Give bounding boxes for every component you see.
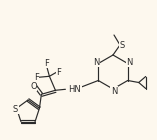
Text: S: S xyxy=(119,40,125,50)
Text: F: F xyxy=(34,73,39,82)
Text: O: O xyxy=(30,82,37,91)
Text: S: S xyxy=(13,105,18,114)
Text: N: N xyxy=(93,58,100,67)
Text: F: F xyxy=(44,59,49,68)
Text: N: N xyxy=(127,58,133,67)
Text: N: N xyxy=(111,87,117,95)
Text: HN: HN xyxy=(68,85,81,94)
Text: F: F xyxy=(56,68,61,77)
